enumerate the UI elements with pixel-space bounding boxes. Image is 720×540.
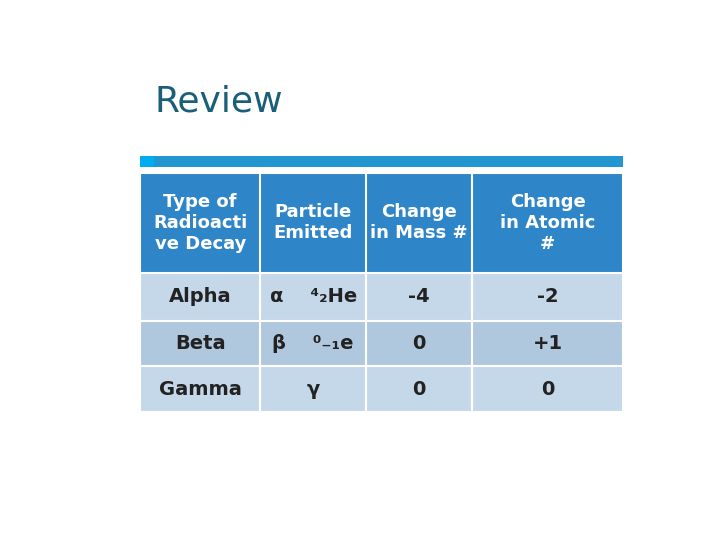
Bar [140, 173, 623, 273]
Text: β    ⁰₋₁e: β ⁰₋₁e [272, 334, 354, 353]
Text: +1: +1 [533, 334, 562, 353]
Bar [140, 156, 154, 167]
Text: Type of
Radioacti
ve Decay: Type of Radioacti ve Decay [153, 193, 248, 253]
Text: Change
in Mass #: Change in Mass # [370, 204, 468, 242]
Text: -4: -4 [408, 287, 430, 306]
Text: γ: γ [307, 380, 320, 399]
Bar [140, 173, 623, 412]
Bar [140, 273, 623, 321]
Text: Alpha: Alpha [169, 287, 232, 306]
Bar [140, 366, 623, 412]
Text: Particle
Emitted: Particle Emitted [274, 204, 353, 242]
Text: 0: 0 [541, 380, 554, 399]
Text: 0: 0 [413, 334, 426, 353]
Text: Gamma: Gamma [159, 380, 242, 399]
Text: α    ⁴₂He: α ⁴₂He [269, 287, 357, 306]
Text: Beta: Beta [175, 334, 225, 353]
Text: 0: 0 [413, 380, 426, 399]
Text: -2: -2 [536, 287, 559, 306]
Bar [154, 156, 623, 167]
Text: Review: Review [154, 85, 283, 119]
Bar [140, 321, 623, 366]
Text: Change
in Atomic
#: Change in Atomic # [500, 193, 595, 253]
